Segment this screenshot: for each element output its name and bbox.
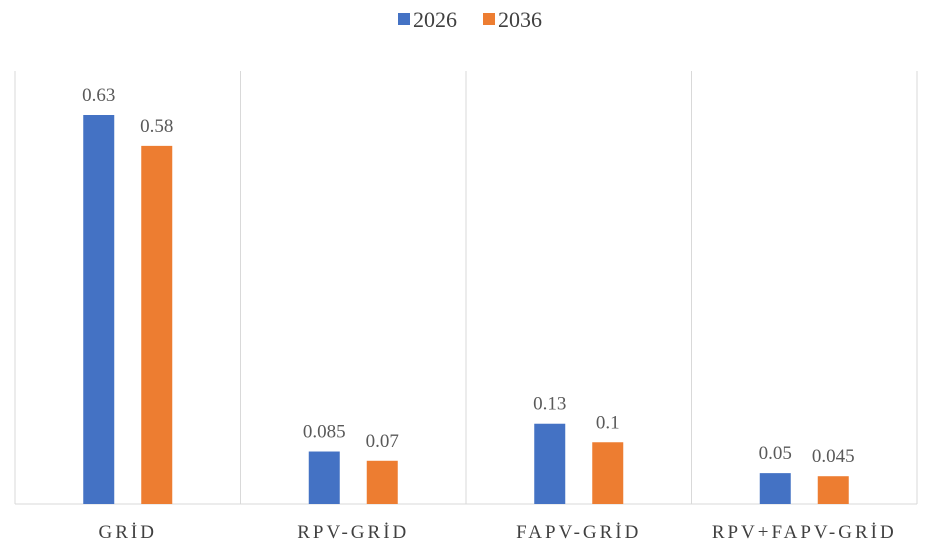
legend-label-2026: 2026 [413,7,457,32]
bar-2036-2 [592,442,624,504]
data-label-2026-2: 0.13 [533,394,566,415]
data-label-2036-1: 0.07 [366,431,399,452]
x-tick-label: RPV+FAPV-GRİD [712,522,897,543]
x-tick-label: GRİD [99,522,157,543]
bars-group [83,115,849,504]
legend-label-2036: 2036 [498,7,542,32]
data-label-2026-1: 0.085 [303,422,346,443]
data-label-2036-3: 0.045 [812,446,855,467]
bar-2026-0 [83,115,115,504]
x-tick-label: FAPV-GRİD [516,522,641,543]
x-axis-tick-labels: GRİD RPV-GRİD FAPV-GRİD RPV+FAPV-GRİD [99,522,897,543]
bar-2026-3 [759,473,791,504]
bar-2036-3 [817,476,849,504]
bar-2036-0 [141,145,173,504]
bar-2026-1 [308,451,340,504]
legend-swatch-2036 [483,13,495,25]
x-tick-label: RPV-GRİD [297,522,409,543]
data-label-2026-0: 0.63 [82,85,115,106]
legend-swatch-2026 [398,13,410,25]
legend: 2026 2036 [398,7,542,32]
data-label-2036-2: 0.1 [596,412,620,433]
bar-2036-1 [366,460,398,504]
data-labels-group: 0.63 0.58 0.085 0.07 0.13 0.1 0.05 0.045 [82,85,855,467]
data-label-2026-3: 0.05 [759,443,792,464]
data-label-2036-0: 0.58 [140,116,173,137]
bar-2026-2 [534,423,566,504]
